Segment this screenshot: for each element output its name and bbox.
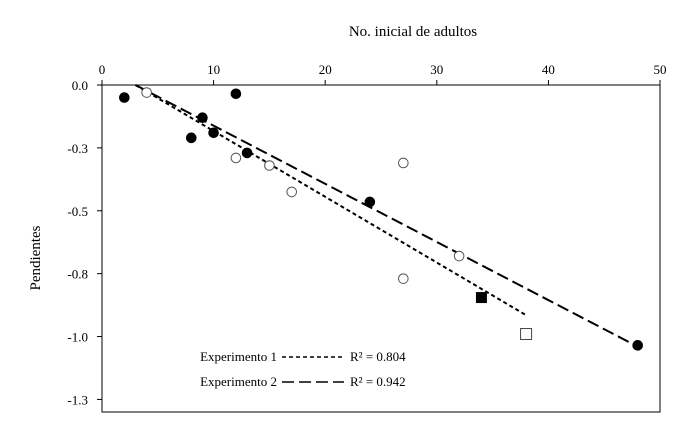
data-point xyxy=(185,132,197,144)
data-point xyxy=(632,340,643,351)
legend-label: Experimento 2 xyxy=(200,374,277,389)
y-tick-label: -0.3 xyxy=(67,141,88,156)
y-tick-label: -0.8 xyxy=(67,267,88,282)
data-point xyxy=(398,273,409,284)
data-points xyxy=(119,87,643,351)
legend-label: Experimento 1 xyxy=(200,349,277,364)
x-axis-title: No. inicial de adultos xyxy=(349,24,477,40)
y-tick-label: -1.3 xyxy=(67,392,88,407)
x-tick-label: 50 xyxy=(654,62,667,77)
data-point xyxy=(398,157,409,169)
y-tick-label: -1.0 xyxy=(67,330,88,345)
x-tick-label: 0 xyxy=(99,62,106,77)
data-point xyxy=(364,196,376,208)
data-point xyxy=(230,88,242,100)
plot-area-frame xyxy=(101,84,661,413)
data-point xyxy=(241,147,253,159)
y-axis-ticks: 0.0 -0.3 -0.5 -0.8 -1.0 -1.3 xyxy=(67,78,102,407)
legend-r2-label: R² = 0.804 xyxy=(350,349,406,364)
x-tick-label: 10 xyxy=(207,62,220,77)
x-axis-ticks: 0 10 20 30 40 50 xyxy=(99,62,667,85)
trendlines xyxy=(134,84,639,348)
legend: Experimento 1 R² = 0.804 Experimento 2 R² =… xyxy=(200,349,406,389)
data-point xyxy=(119,92,130,103)
legend-r2-label: R² = 0.942 xyxy=(350,374,406,389)
data-point xyxy=(475,292,487,304)
data-point xyxy=(208,127,219,139)
data-point xyxy=(230,152,242,164)
x-tick-label: 20 xyxy=(319,62,332,77)
y-axis-title: Pendientes xyxy=(28,225,44,290)
y-tick-label: 0.0 xyxy=(72,78,88,93)
data-point xyxy=(264,160,275,171)
data-point xyxy=(286,186,298,198)
x-tick-label: 40 xyxy=(542,62,555,77)
data-point xyxy=(453,250,465,262)
y-tick-label: -0.5 xyxy=(67,204,88,219)
x-tick-label: 30 xyxy=(430,62,443,77)
trendline xyxy=(134,84,527,317)
data-point xyxy=(141,87,152,98)
trendline xyxy=(135,84,639,348)
data-point xyxy=(520,328,533,341)
data-point xyxy=(197,112,208,123)
